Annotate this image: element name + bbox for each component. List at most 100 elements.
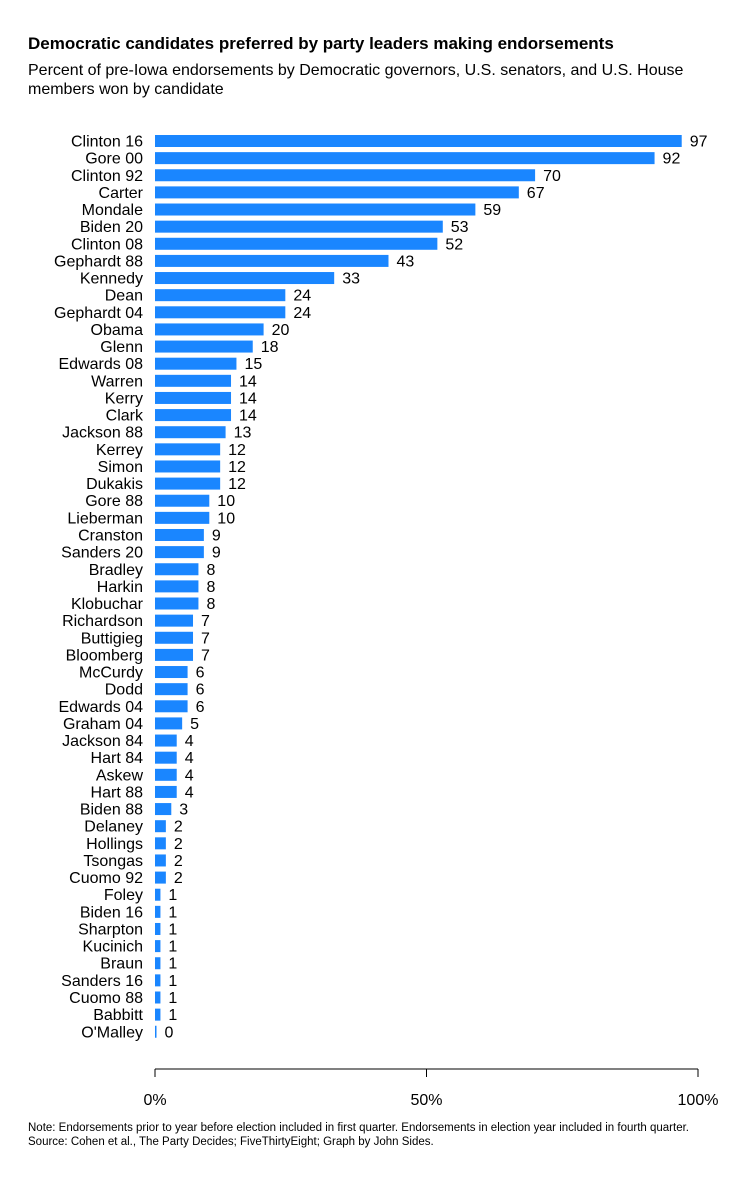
bar (155, 957, 161, 970)
data-label: 52 (445, 236, 463, 253)
category-label: Warren (91, 373, 143, 390)
data-label: 20 (272, 322, 290, 339)
bar (155, 220, 443, 233)
bar (155, 854, 166, 867)
data-label: 2 (174, 853, 183, 870)
data-label: 14 (239, 408, 257, 425)
bar (155, 340, 253, 353)
bar (155, 1008, 161, 1021)
bar (155, 254, 389, 267)
data-label: 8 (206, 579, 215, 596)
data-label: 97 (690, 134, 708, 151)
data-label: 18 (261, 339, 279, 356)
data-label: 1 (168, 973, 177, 990)
category-label: Kucinich (83, 939, 143, 956)
bar (155, 871, 166, 884)
data-label: 9 (212, 545, 221, 562)
bar (155, 820, 166, 833)
data-label: 70 (543, 168, 561, 185)
category-label: Braun (100, 956, 143, 973)
category-label: Dukakis (86, 476, 143, 493)
bar (155, 580, 199, 593)
data-label: 43 (396, 253, 414, 270)
data-label: 8 (206, 596, 215, 613)
data-label: 4 (185, 784, 194, 801)
bar (155, 563, 199, 576)
category-label: Cuomo 88 (69, 990, 143, 1007)
data-label: 2 (174, 819, 183, 836)
category-label: Obama (91, 322, 144, 339)
data-label: 53 (451, 219, 469, 236)
bar (155, 717, 183, 730)
bar (155, 186, 519, 199)
category-label: Edwards 04 (59, 699, 144, 716)
data-label: 10 (217, 493, 235, 510)
bar (155, 528, 204, 541)
bar (155, 940, 161, 953)
bar (155, 683, 188, 696)
data-label: 1 (168, 1007, 177, 1024)
category-label: Sanders 16 (61, 973, 143, 990)
category-label: Jackson 84 (62, 733, 143, 750)
bar (155, 289, 286, 302)
category-label: Sharpton (78, 921, 143, 938)
category-label: Hollings (86, 836, 143, 853)
bar (155, 888, 161, 901)
category-label: Clinton 92 (71, 168, 143, 185)
bar (155, 837, 166, 850)
category-label: Glenn (100, 339, 143, 356)
chart-subtitle: Percent of pre-Iowa endorsements by Demo… (28, 62, 684, 98)
category-label: Tsongas (83, 853, 143, 870)
category-label: Delaney (84, 819, 143, 836)
source-note: Source: Cohen et al., The Party Decides;… (28, 1136, 434, 1148)
data-label: 24 (293, 305, 311, 322)
bar (155, 546, 204, 559)
data-label: 1 (168, 939, 177, 956)
data-label: 24 (293, 288, 311, 305)
category-label: Graham 04 (63, 716, 143, 733)
category-label: Clinton 16 (71, 134, 143, 151)
category-label: Bradley (89, 562, 143, 579)
bar (155, 700, 188, 713)
bar (155, 991, 161, 1004)
category-label: Jackson 88 (62, 425, 143, 442)
category-label: Foley (104, 887, 143, 904)
category-label: Gephardt 88 (54, 253, 143, 270)
category-label: Askew (96, 767, 144, 784)
category-label: Lieberman (67, 510, 143, 527)
chart-notes: Note: Endorsements prior to year before … (28, 1121, 728, 1149)
bar (155, 460, 221, 473)
bar (155, 272, 335, 285)
data-label: 10 (217, 510, 235, 527)
data-label: 6 (196, 682, 205, 699)
category-label: Edwards 08 (59, 356, 144, 373)
category-label: Harkin (97, 579, 143, 596)
bar (155, 323, 264, 336)
bar (155, 905, 161, 918)
data-label: 12 (228, 476, 246, 493)
bar (155, 974, 161, 987)
bar (155, 443, 221, 456)
bar (155, 785, 177, 798)
bar (155, 803, 172, 816)
data-label: 14 (239, 373, 257, 390)
data-label: 33 (342, 271, 360, 288)
category-label: Kennedy (80, 271, 143, 288)
bar (155, 152, 655, 165)
category-label: McCurdy (79, 665, 143, 682)
bar (155, 203, 476, 216)
category-label: Klobuchar (71, 596, 144, 613)
data-label: 8 (206, 562, 215, 579)
data-label: 1 (168, 887, 177, 904)
data-label: 12 (228, 459, 246, 476)
bar (155, 734, 177, 747)
data-label: 1 (168, 990, 177, 1007)
bar (155, 768, 177, 781)
bar (155, 494, 210, 507)
data-label: 5 (190, 716, 199, 733)
category-label: Carter (99, 185, 144, 202)
bar (155, 135, 682, 147)
data-label: 7 (201, 613, 210, 630)
data-label: 59 (483, 202, 501, 219)
bar (155, 666, 188, 679)
